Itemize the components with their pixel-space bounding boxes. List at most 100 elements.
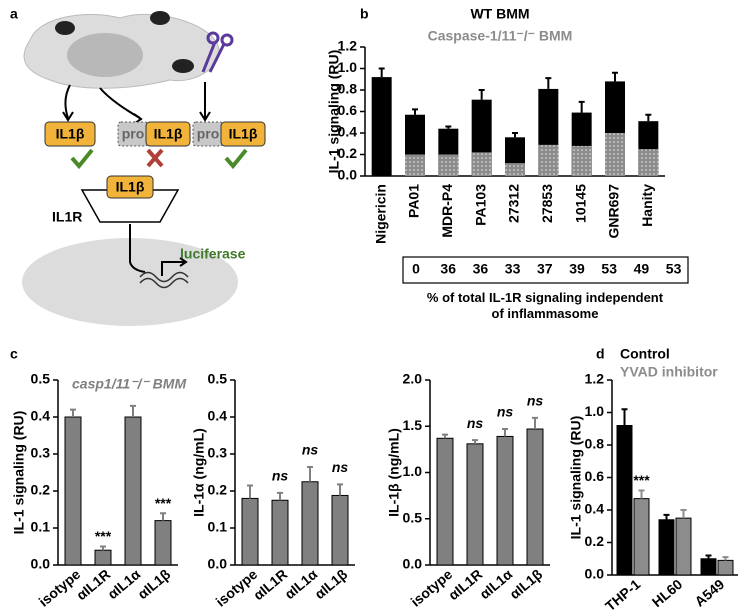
error-bar — [621, 408, 628, 426]
x-tick-label: αIL1R — [73, 566, 113, 603]
bar — [616, 425, 633, 576]
bar — [538, 144, 559, 176]
bar — [471, 152, 492, 176]
bar — [658, 519, 675, 576]
y-tick-label: 0.0 — [208, 556, 228, 572]
significance-label: *** — [95, 528, 112, 544]
bar — [605, 133, 625, 176]
y-tick-label: 1.0 — [403, 463, 423, 479]
x-tick-label: Hanity — [639, 184, 655, 227]
y-tick-label: 0.4 — [31, 408, 51, 424]
il1b-label: IL1β — [154, 126, 183, 142]
x-tick-label: 27853 — [539, 184, 555, 223]
signal-arrow — [129, 224, 146, 273]
il1b-label: IL1β — [229, 126, 258, 142]
error-bar — [277, 491, 283, 501]
bar — [154, 520, 172, 566]
y-axis-label: IL-1β (ng/mL) — [386, 428, 402, 517]
y-axis-label: IL-1α (ng/mL) — [191, 428, 207, 517]
scissors — [201, 31, 234, 73]
x-tick-label: MDR-P4 — [439, 184, 455, 238]
error-bar — [545, 77, 552, 89]
receptor-label: IL1R — [52, 209, 82, 225]
significance-label: *** — [633, 472, 650, 488]
y-tick-label: 1.5 — [403, 417, 423, 433]
check — [70, 148, 94, 170]
y-tick-label: 0.8 — [338, 81, 358, 97]
y-tick-label: 0.3 — [208, 445, 228, 461]
significance-label: ns — [527, 393, 544, 409]
table-value: 36 — [473, 261, 489, 277]
bar — [505, 163, 525, 176]
bar — [405, 154, 425, 176]
y-tick-label: 0.2 — [31, 482, 51, 498]
error-bar — [337, 483, 343, 496]
legend-label: Control — [620, 346, 670, 362]
error-bar — [445, 125, 452, 129]
y-axis-label: IL-1 signaling (RU) — [11, 411, 27, 535]
x-tick-label: αIL1β — [506, 566, 545, 603]
error-bar — [478, 89, 485, 100]
bar — [271, 499, 289, 566]
x-tick-label: PA01 — [406, 184, 422, 218]
dna — [139, 271, 189, 289]
table-value: 53 — [666, 261, 682, 277]
y-tick-label: 1.0 — [585, 403, 605, 419]
x-tick-label: 27312 — [506, 184, 522, 223]
y-tick-label: 0.2 — [585, 533, 605, 549]
il1b-box — [106, 175, 154, 199]
bar — [301, 481, 319, 566]
y-tick-label: 0.5 — [403, 509, 423, 525]
y-tick-label: 0.8 — [585, 436, 605, 452]
x-tick-label: A549 — [691, 576, 727, 610]
pro-label: pro — [122, 126, 145, 142]
bar — [438, 154, 459, 176]
bar — [331, 494, 349, 566]
error-bar — [663, 513, 670, 520]
y-tick-label: 0.0 — [403, 556, 423, 572]
y-tick-label: 0.5 — [208, 371, 228, 387]
error-bar — [722, 556, 729, 561]
table-value: 39 — [569, 261, 585, 277]
y-tick-label: 1.0 — [338, 59, 358, 75]
y-tick-label: 0.1 — [31, 519, 51, 535]
y-tick-label: 1.2 — [585, 371, 605, 387]
y-tick-label: 0.6 — [338, 102, 358, 118]
granule — [150, 11, 170, 25]
x-tick-label: αIL1β — [311, 566, 350, 603]
significance-label: ns — [302, 442, 319, 458]
error-bar — [100, 545, 106, 551]
bar — [241, 497, 259, 566]
y-tick-label: 0.2 — [338, 145, 358, 161]
significance-label: ns — [497, 404, 514, 420]
error-bar — [680, 509, 687, 519]
y-tick-label: 0.0 — [338, 167, 358, 183]
y-tick-label: 0.4 — [208, 408, 228, 424]
y-tick-label: 0.1 — [208, 519, 228, 535]
x-tick-label: THP-1 — [602, 576, 643, 611]
bar — [124, 416, 142, 566]
error-bar — [70, 408, 76, 417]
cross — [146, 148, 164, 168]
panel-label: a — [10, 6, 18, 22]
significance-label: *** — [155, 495, 172, 511]
table-box — [402, 256, 689, 284]
error-bar — [512, 132, 518, 138]
y-axis-label: IL-1 signaling (RU) — [326, 50, 342, 174]
y-tick-label: 0.4 — [585, 501, 605, 517]
promoter-arrow — [161, 257, 188, 276]
error-bar — [307, 465, 313, 482]
y-tick-label: 0.6 — [585, 468, 605, 484]
bar — [496, 435, 514, 566]
panel-label: c — [10, 346, 18, 362]
x-tick-label: GNR697 — [606, 184, 622, 239]
error-bar — [130, 404, 136, 417]
y-tick-label: 0.2 — [208, 482, 228, 498]
bar — [571, 145, 592, 176]
table-caption: % of total IL-1R signaling independent o… — [426, 290, 664, 321]
x-tick-label: αIL1R — [250, 566, 290, 603]
bar — [466, 443, 484, 566]
panel-label: d — [596, 346, 605, 362]
il1b-box — [220, 121, 266, 147]
